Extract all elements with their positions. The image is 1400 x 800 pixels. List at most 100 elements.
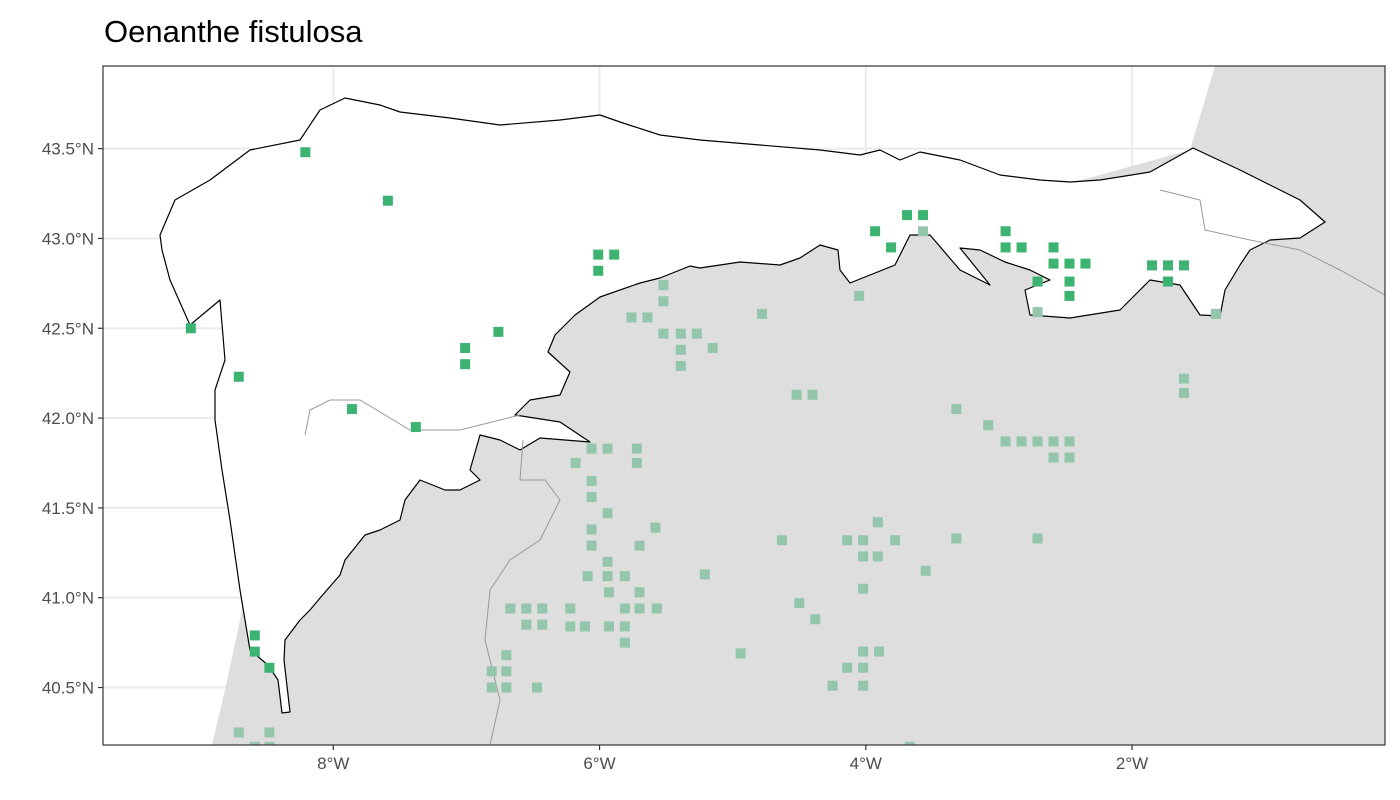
occurrence-point-outside-region bbox=[233, 727, 244, 738]
occurrence-point-outside-region bbox=[858, 646, 869, 657]
occurrence-point-outside-region bbox=[794, 598, 805, 609]
occurrence-point-outside-region bbox=[854, 290, 865, 301]
occurrence-point-in-region bbox=[1080, 258, 1091, 269]
occurrence-point-outside-region bbox=[582, 571, 593, 582]
occurrence-point-outside-region bbox=[570, 457, 581, 468]
x-tick-label: 6°W bbox=[583, 754, 615, 773]
occurrence-point-in-region bbox=[593, 265, 604, 276]
occurrence-point-outside-region bbox=[626, 312, 637, 323]
panel-border bbox=[102, 65, 1386, 746]
occurrence-point-outside-region bbox=[521, 619, 532, 630]
occurrence-point-in-region bbox=[593, 249, 604, 260]
occurrence-point-outside-region bbox=[858, 583, 869, 594]
occurrence-point-in-region bbox=[1163, 260, 1174, 271]
occurrence-point-in-region bbox=[493, 326, 504, 337]
y-tick-label: 41.5°N bbox=[42, 499, 94, 518]
occurrence-point-outside-region bbox=[1064, 452, 1075, 463]
occurrence-point-in-region bbox=[460, 359, 471, 370]
occurrence-point-in-region bbox=[1163, 276, 1174, 287]
occurrence-point-outside-region bbox=[634, 540, 645, 551]
occurrence-point-outside-region bbox=[1000, 436, 1011, 447]
occurrence-point-outside-region bbox=[858, 662, 869, 673]
occurrence-point-in-region bbox=[264, 662, 275, 673]
occurrence-point-outside-region bbox=[810, 614, 821, 625]
occurrence-point-in-region bbox=[1000, 242, 1011, 253]
occurrence-point-outside-region bbox=[264, 741, 275, 745]
occurrence-point-in-region bbox=[1064, 290, 1075, 301]
occurrence-point-outside-region bbox=[776, 535, 787, 546]
occurrence-point-outside-region bbox=[658, 328, 669, 339]
occurrence-point-in-region bbox=[902, 210, 913, 221]
occurrence-point-in-region bbox=[460, 343, 471, 354]
occurrence-point-outside-region bbox=[631, 443, 642, 454]
occurrence-point-outside-region bbox=[1064, 436, 1075, 447]
occurrence-point-outside-region bbox=[858, 535, 869, 546]
occurrence-point-outside-region bbox=[842, 535, 853, 546]
occurrence-point-in-region bbox=[346, 404, 357, 415]
occurrence-point-outside-region bbox=[1048, 452, 1059, 463]
occurrence-point-outside-region bbox=[807, 389, 818, 400]
occurrence-point-outside-region bbox=[619, 621, 630, 632]
occurrence-point-outside-region bbox=[691, 328, 702, 339]
occurrence-point-outside-region bbox=[890, 535, 901, 546]
occurrence-point-in-region bbox=[1178, 260, 1189, 271]
occurrence-point-outside-region bbox=[658, 296, 669, 307]
occurrence-point-in-region bbox=[1048, 258, 1059, 269]
occurrence-point-outside-region bbox=[650, 522, 661, 533]
occurrence-point-in-region bbox=[185, 323, 196, 334]
occurrence-point-outside-region bbox=[918, 226, 929, 237]
occurrence-points bbox=[185, 147, 1221, 745]
occurrence-point-outside-region bbox=[264, 727, 275, 738]
occurrence-point-outside-region bbox=[858, 551, 869, 562]
occurrence-point-outside-region bbox=[501, 682, 512, 693]
occurrence-point-outside-region bbox=[501, 666, 512, 677]
occurrence-point-outside-region bbox=[675, 328, 686, 339]
occurrence-point-outside-region bbox=[586, 492, 597, 503]
occurrence-point-outside-region bbox=[699, 569, 710, 580]
occurrence-point-outside-region bbox=[486, 666, 497, 677]
occurrence-point-outside-region bbox=[631, 457, 642, 468]
occurrence-point-outside-region bbox=[579, 621, 590, 632]
occurrence-point-in-region bbox=[886, 242, 897, 253]
internal-border bbox=[1159, 189, 1385, 296]
occurrence-point-outside-region bbox=[651, 603, 662, 614]
occurrence-point-in-region bbox=[1147, 260, 1158, 271]
occurrence-point-outside-region bbox=[1032, 307, 1043, 318]
occurrence-point-outside-region bbox=[521, 603, 532, 614]
occurrence-point-outside-region bbox=[642, 312, 653, 323]
occurrence-point-in-region bbox=[410, 422, 421, 433]
occurrence-point-outside-region bbox=[602, 556, 613, 567]
occurrence-point-outside-region bbox=[1032, 436, 1043, 447]
occurrence-point-in-region bbox=[1064, 258, 1075, 269]
occurrence-point-outside-region bbox=[1178, 387, 1189, 398]
occurrence-point-outside-region bbox=[602, 443, 613, 454]
occurrence-point-outside-region bbox=[842, 662, 853, 673]
y-tick-label: 42.0°N bbox=[42, 409, 94, 428]
plot-title: Oenanthe fistulosa bbox=[104, 14, 363, 49]
occurrence-point-outside-region bbox=[872, 517, 883, 528]
x-tick-label: 4°W bbox=[850, 754, 882, 773]
occurrence-point-outside-region bbox=[1048, 436, 1059, 447]
occurrence-point-outside-region bbox=[904, 741, 915, 745]
occurrence-point-in-region bbox=[1048, 242, 1059, 253]
occurrence-point-outside-region bbox=[537, 603, 548, 614]
occurrence-point-in-region bbox=[300, 147, 311, 158]
occurrence-point-outside-region bbox=[675, 344, 686, 355]
occurrence-point-outside-region bbox=[603, 587, 614, 598]
occurrence-point-outside-region bbox=[565, 621, 576, 632]
occurrence-point-outside-region bbox=[634, 587, 645, 598]
occurrence-point-outside-region bbox=[505, 603, 516, 614]
occurrence-point-outside-region bbox=[1032, 533, 1043, 544]
occurrence-point-outside-region bbox=[951, 533, 962, 544]
occurrence-point-in-region bbox=[1032, 276, 1043, 287]
occurrence-point-outside-region bbox=[658, 280, 669, 291]
occurrence-point-in-region bbox=[382, 195, 393, 206]
x-tick-label: 8°W bbox=[317, 754, 349, 773]
y-tick-label: 43.0°N bbox=[42, 229, 94, 248]
occurrence-point-outside-region bbox=[707, 343, 718, 354]
axes: 8°W 6°W 4°W 2°W 43.5°N 43.0°N 42.5°N 42.0°N 41.5… bbox=[42, 140, 1148, 773]
occurrence-point-outside-region bbox=[920, 565, 931, 576]
occurrence-point-outside-region bbox=[603, 621, 614, 632]
occurrence-point-outside-region bbox=[586, 443, 597, 454]
occurrence-point-in-region bbox=[249, 646, 260, 657]
